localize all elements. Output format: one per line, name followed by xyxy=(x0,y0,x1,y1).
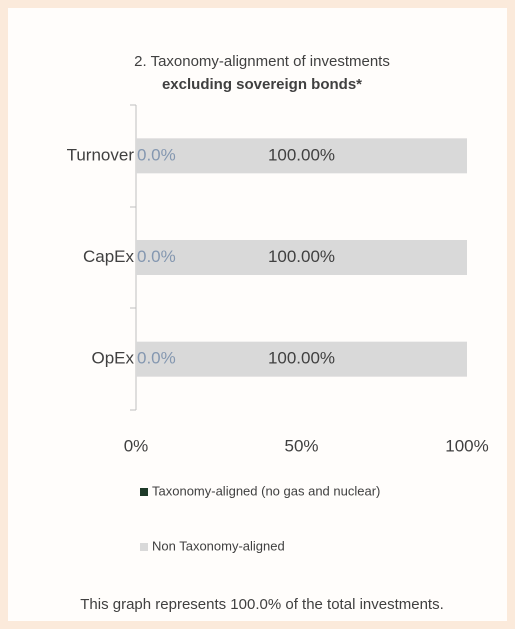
bar-segment xyxy=(136,240,467,275)
x-tick-label: 0% xyxy=(124,436,149,455)
value-label: 0.0% xyxy=(137,247,176,266)
y-tick-label: CapEx xyxy=(83,247,135,266)
value-label: 0.0% xyxy=(137,349,176,368)
y-tick-label: Turnover xyxy=(67,145,135,164)
y-tick-label: OpEx xyxy=(91,349,134,368)
x-tick-label: 100% xyxy=(445,436,488,455)
note: This graph represents 100.0% of the tota… xyxy=(80,596,444,613)
bar-segment xyxy=(136,138,467,174)
bar-segment xyxy=(136,341,467,377)
panel xyxy=(8,8,507,621)
chart-subtitle: excluding sovereign bonds* xyxy=(162,76,362,93)
legend-swatch xyxy=(140,543,148,551)
value-label: 100.00% xyxy=(268,145,335,164)
value-label: 100.00% xyxy=(268,349,335,368)
value-label: 100.00% xyxy=(268,247,335,266)
legend-label: Taxonomy-aligned (no gas and nuclear) xyxy=(152,483,380,498)
x-tick-label: 50% xyxy=(284,436,318,455)
value-label: 0.0% xyxy=(137,145,176,164)
legend-swatch xyxy=(140,488,148,496)
legend-label: Non Taxonomy-aligned xyxy=(152,538,285,553)
chart-title: 2. Taxonomy-alignment of investments xyxy=(134,53,390,70)
